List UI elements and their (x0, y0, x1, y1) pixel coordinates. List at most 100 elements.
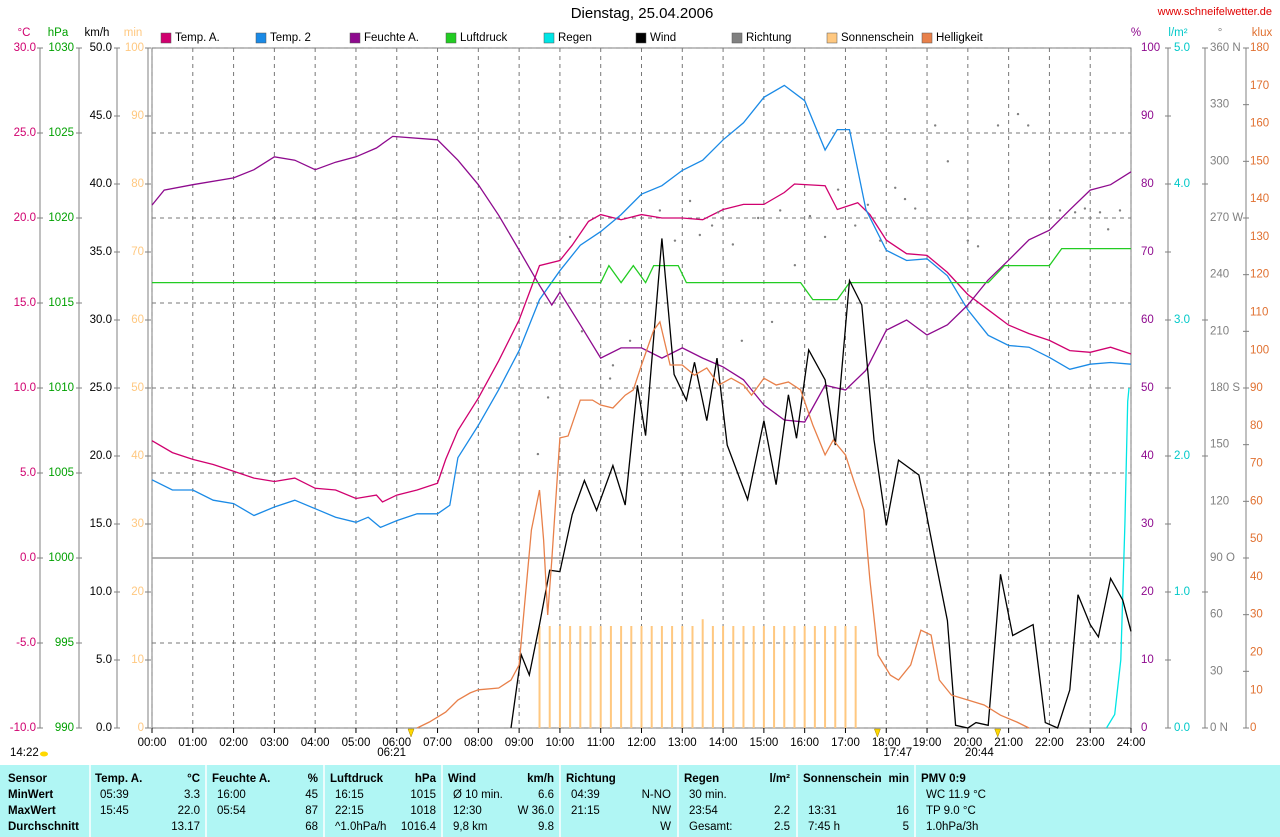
direction-dot (878, 239, 882, 242)
y-tick-label: 0 (1250, 722, 1256, 734)
direction-dot (536, 452, 540, 456)
y-tick-label: 40 (131, 450, 144, 462)
cell-value: 1016.4 (401, 821, 437, 833)
sunshine-bar (569, 626, 572, 728)
x-tick-label: 11:00 (587, 737, 615, 749)
x-tick-label: 01:00 (178, 737, 207, 749)
y-tick-label: 5.0 (20, 467, 36, 479)
y-tick-label: 10.0 (14, 382, 36, 394)
x-tick-label: 12:00 (627, 737, 656, 749)
y-tick-label: 330 (1210, 99, 1229, 111)
sunshine-bar (599, 626, 602, 728)
legend-swatch (543, 32, 555, 44)
direction-dot (611, 364, 615, 367)
x-tick-label: 00:00 (138, 737, 167, 749)
y-tick-label: 35.0 (90, 246, 112, 258)
y-tick-label: 3.0 (1174, 314, 1190, 326)
y-tick-label: 20 (1141, 586, 1154, 598)
direction-dot (778, 209, 782, 212)
legend-swatch (921, 32, 933, 44)
sunshine-bar (722, 626, 725, 728)
legend-swatch (349, 32, 361, 44)
y-tick-label: 10 (1141, 654, 1154, 666)
y-tick-label: 30.0 (90, 314, 112, 326)
legend-swatch (731, 32, 743, 44)
direction-dot (568, 235, 572, 239)
y-tick-label: 995 (55, 637, 74, 649)
direction-dot (946, 160, 950, 163)
sunshine-bar (711, 626, 714, 728)
direction-dot (1073, 211, 1077, 214)
direction-dot (688, 199, 692, 203)
y-tick-label: 1020 (48, 212, 74, 224)
cell-time: Gesamt: (689, 821, 732, 833)
y-tick-label: 100 (125, 42, 144, 54)
y-tick-label: 180 S (1210, 382, 1240, 394)
y-tick-label: 110 (1250, 306, 1268, 318)
y-tick-label: 70 (1141, 246, 1154, 258)
column-header: Luftdruck (330, 773, 384, 785)
cell-value: W (660, 821, 671, 833)
series-line (1105, 387, 1130, 729)
cell-value: 9.8 (538, 821, 554, 833)
legend-label: Helligkeit (936, 32, 983, 44)
sunshine-bar (650, 626, 653, 728)
column-unit: °C (187, 773, 200, 785)
direction-dot (823, 235, 827, 239)
direction-dot (608, 377, 612, 380)
sunshine-bar (579, 626, 582, 728)
cell-time: 21:15 (571, 805, 600, 817)
cell-value: 2.2 (774, 805, 790, 817)
y-tick-label: 20.0 (14, 212, 36, 224)
direction-dot (740, 339, 744, 342)
sun-marker (874, 728, 881, 738)
cell-value: 1018 (410, 805, 436, 817)
series-line (151, 135, 1132, 423)
y-tick-label: 20 (1250, 646, 1263, 658)
column-unit: hPa (415, 773, 437, 785)
y-tick-label: 20.0 (90, 450, 112, 462)
direction-dot (1118, 209, 1122, 212)
row-label: MinWert (8, 789, 53, 801)
y-tick-label: 1030 (48, 42, 74, 54)
cell-time: 7:45 h (808, 821, 840, 833)
series-line (510, 238, 1132, 729)
cell-time: ^1.0hPa/h (335, 821, 386, 833)
y-tick-label: 45.0 (90, 110, 112, 122)
cell-time: 16:15 (335, 789, 364, 801)
column-header: Wind (448, 773, 476, 785)
cell-time: WC 11.9 °C (926, 789, 986, 801)
axis-title: °C (18, 27, 31, 39)
y-tick-label: 40 (1141, 450, 1154, 462)
y-tick-label: 25.0 (90, 382, 112, 394)
legend-label: Wind (650, 32, 676, 44)
y-tick-label: 5.0 (96, 654, 112, 666)
cell-value: W 36.0 (518, 805, 554, 817)
y-tick-label: 0.0 (96, 722, 112, 734)
direction-dot (658, 209, 662, 212)
direction-dot (710, 224, 714, 227)
x-tick-label: 21:00 (994, 737, 1023, 749)
x-tick-label: 14:00 (709, 737, 738, 749)
direction-dot (1016, 112, 1020, 116)
y-tick-label: 50.0 (90, 42, 112, 54)
y-tick-label: 15.0 (90, 518, 112, 530)
y-tick-label: 60 (1210, 609, 1223, 621)
cell-value: NW (652, 805, 671, 817)
legend-label: Temp. A. (175, 32, 220, 44)
sunshine-bar (660, 626, 663, 728)
legend-swatch (635, 32, 647, 44)
series-line (151, 183, 1132, 503)
y-tick-label: -5.0 (16, 637, 36, 649)
cell-value: 87 (305, 805, 318, 817)
annotation: 17:47 (883, 747, 912, 759)
direction-dot (716, 211, 720, 214)
legend-label: Sonnenschein (841, 32, 914, 44)
direction-dot (698, 233, 702, 237)
axis-title: km/h (85, 27, 110, 39)
y-tick-label: 50 (1250, 533, 1263, 545)
axis-title: % (1131, 27, 1141, 39)
series-line (152, 247, 1131, 301)
y-tick-label: 210 (1210, 325, 1229, 337)
series-line (151, 84, 1132, 529)
